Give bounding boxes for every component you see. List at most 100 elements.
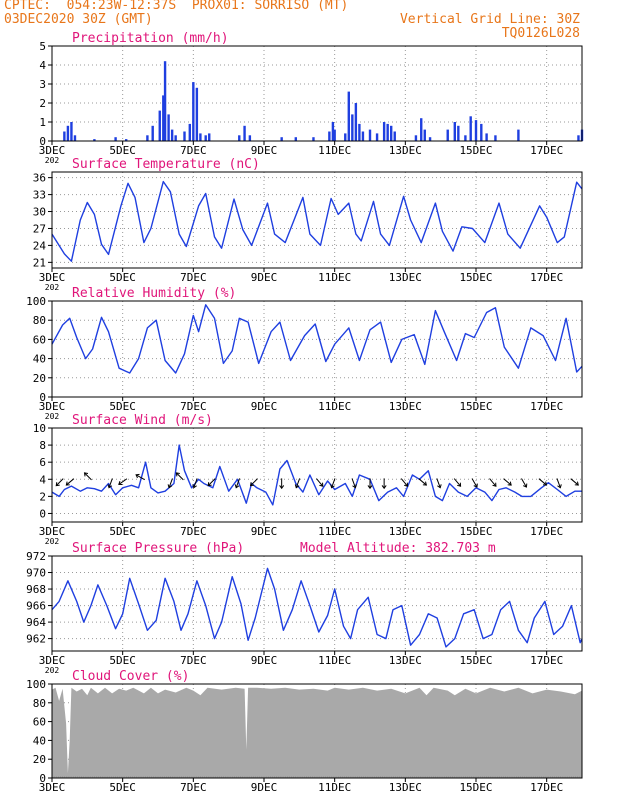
wind-vector-arrowhead [404, 482, 409, 487]
precip-xtick-label: 13DEC [389, 144, 422, 157]
temp-ytick-label: 24 [33, 239, 47, 252]
precip-bar [420, 118, 423, 141]
wind-vector-arrowhead [294, 484, 300, 489]
precip-bar [347, 91, 350, 141]
precip-bar [453, 122, 456, 141]
precip-bar [188, 123, 191, 141]
wind-vector-arrow [207, 478, 216, 486]
pressure-xtick-label: 17DEC [530, 654, 563, 667]
rh-xtick-label: 15DEC [459, 400, 492, 413]
wind-vector-arrow [135, 474, 145, 481]
cloud-xtick-label: 3DEC [39, 781, 66, 794]
wind-ytick-label: 8 [39, 439, 46, 452]
rh-ytick-label: 80 [33, 314, 46, 327]
pressure-xtick-label: 9DEC [251, 654, 278, 667]
wind-vector-arrowhead [367, 485, 373, 490]
cloud-ytick-label: 100 [26, 678, 46, 691]
wind-ytick-label: 0 [39, 507, 46, 520]
wind-vector-arrow [250, 478, 258, 486]
rh-xtick-label: 13DEC [389, 400, 422, 413]
wind-vector-arrowhead [352, 484, 357, 489]
precip-bar [73, 135, 77, 141]
precip-bar [464, 135, 467, 141]
rh-xtick-label: 7DEC [180, 400, 207, 413]
wind-vector-arrow [436, 478, 441, 488]
precip-bar [358, 123, 361, 141]
rh-ytick-label: 40 [33, 353, 46, 366]
wind-vector-arrowhead [234, 484, 240, 489]
wind-vector-arrow [193, 478, 198, 488]
precip-bar [423, 129, 426, 141]
pressure-xtick-label: 3DEC [39, 654, 66, 667]
precip-panel-title: Precipitation (mm/h) [72, 31, 229, 46]
temp-ytick-label: 21 [33, 256, 46, 269]
precip-bar [368, 129, 372, 141]
temp-ytick-label: 33 [33, 189, 46, 202]
wind-vector-arrowhead [473, 483, 478, 488]
header-grid-line-note: Vertical Grid Line: 30Z [399, 12, 580, 27]
precip-bar [151, 125, 154, 141]
wind-vector-arrowhead [175, 472, 180, 477]
wind-ytick-label: 4 [39, 473, 46, 486]
pressure-ytick-label: 964 [26, 616, 46, 629]
wind-plot-frame [51, 427, 583, 523]
wind-vector-arrowhead [330, 484, 335, 489]
wind-vector-arrow [235, 478, 241, 488]
precip-bar [170, 129, 174, 141]
precip-plot-frame [51, 45, 583, 142]
precip-bar [66, 125, 70, 141]
temp-xtick-label: 9DEC [251, 271, 278, 284]
precip-xtick-label: 7DEC [180, 144, 207, 157]
precip-bar [125, 139, 128, 141]
precip-ytick-label: 0 [39, 135, 46, 148]
wind-vector-arrow [418, 478, 427, 486]
precip-bar [494, 135, 497, 141]
wind-vector-arrow [331, 478, 336, 488]
cloud-ytick-label: 80 [33, 697, 46, 710]
precip-bar [195, 87, 199, 141]
wind-vector-arrowhead [249, 482, 255, 487]
wind-vector-arrowhead [542, 481, 548, 486]
wind-vector-arrow [400, 478, 408, 487]
rh-xtick-label: 11DEC [318, 400, 351, 413]
precip-bar [414, 135, 418, 141]
wind-vector-arrowhead [507, 481, 512, 486]
temp-series-line [51, 180, 583, 262]
precip-bar [248, 135, 252, 141]
precip-bar [480, 123, 483, 141]
rh-series-line [51, 304, 583, 374]
rh-xtick-label: 9DEC [251, 400, 278, 413]
pressure-panel-subtitle: Model Altitude: 382.703 m [300, 541, 496, 556]
wind-xtick-label: 5DEC [109, 525, 136, 538]
precip-bar [204, 135, 207, 141]
temp-plot-frame [51, 171, 583, 269]
precip-bar [163, 61, 167, 142]
wind-vector-arrow [55, 478, 64, 486]
precip-bar [333, 129, 336, 141]
precip-xtick-label: 5DEC [109, 144, 136, 157]
precip-xtick-label: 15DEC [459, 144, 492, 157]
rh-panel-title: Relative Humidity (%) [72, 286, 236, 301]
precip-bar [93, 139, 96, 141]
precip-ytick-label: 1 [39, 116, 46, 129]
wind-ytick-label: 2 [39, 490, 46, 503]
wind-vector-arrow [316, 478, 324, 487]
pressure-series-line [51, 567, 583, 648]
pressure-xtick-label: 7DEC [180, 654, 207, 667]
rh-ytick-label: 20 [33, 372, 46, 385]
wind-vector-arrowhead [83, 472, 89, 477]
wind-vector-arrowhead [381, 485, 387, 490]
precip-bar [70, 122, 73, 141]
rh-xtick-label: 3DEC [39, 400, 66, 413]
header-run-date: 03DEC2020 30Z (GMT) [4, 12, 153, 27]
precip-bar [162, 95, 165, 141]
pressure-ytick-label: 968 [26, 583, 46, 596]
precip-bar [393, 131, 396, 141]
wind-vector-arrowhead [192, 484, 197, 489]
rh-ytick-label: 0 [39, 391, 46, 404]
wind-vector-arrow [570, 478, 579, 486]
pressure-panel-title: Surface Pressure (hPa) [72, 541, 244, 556]
precip-bar [183, 131, 186, 141]
precip-xtick-label: 17DEC [530, 144, 563, 157]
